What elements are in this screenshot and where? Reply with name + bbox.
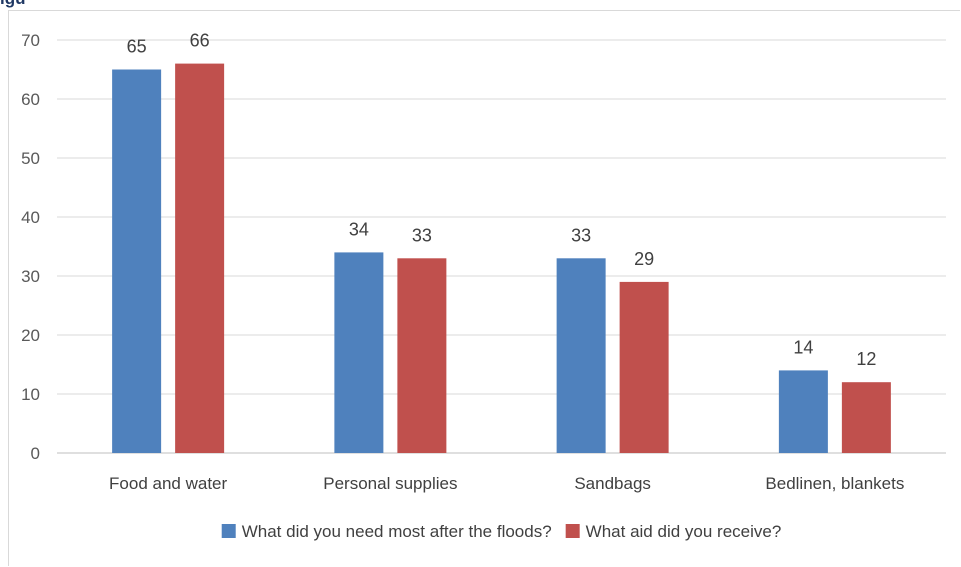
chart-frame [8, 10, 960, 566]
bars [112, 63, 891, 453]
bar-3-0 [778, 370, 828, 453]
data-label: 34 [349, 219, 369, 239]
bar-2-0 [556, 258, 606, 453]
bar-1-0 [334, 252, 384, 453]
legend-item-0: What did you need most after the floods? [221, 522, 552, 541]
bar-1-1 [397, 258, 447, 453]
y-tick-label: 50 [21, 149, 40, 168]
data-label: 65 [127, 37, 147, 57]
y-tick-label: 70 [21, 31, 40, 50]
legend-label: What did you need most after the floods? [242, 522, 552, 541]
data-label: 14 [793, 337, 813, 357]
legend-label: What aid did you receive? [586, 522, 782, 541]
figure-caption-fragment: igu [0, 0, 26, 9]
data-labels: 65 66 34 33 33 29 14 12 [127, 31, 877, 370]
x-category-label: Sandbags [574, 474, 651, 493]
data-label: 29 [634, 249, 654, 269]
y-tick-label: 0 [31, 444, 40, 463]
legend-swatch [565, 524, 580, 538]
x-category-label: Food and water [109, 474, 227, 493]
data-label: 66 [190, 31, 210, 51]
y-tick-label: 20 [21, 326, 40, 345]
y-tick-label: 10 [21, 385, 40, 404]
legend: What did you need most after the floods?… [221, 522, 782, 541]
x-axis: Food and water Personal supplies Sandbags B… [109, 474, 904, 493]
x-category-label: Personal supplies [323, 474, 457, 493]
y-tick-label: 40 [21, 208, 40, 227]
bar-2-1 [619, 281, 669, 453]
bar-0-0 [112, 69, 162, 453]
bar-3-1 [841, 382, 891, 453]
data-label: 12 [856, 349, 876, 369]
y-axis: 0 10 20 30 40 50 60 70 [21, 31, 40, 463]
bar-0-1 [175, 63, 225, 453]
x-category-label: Bedlinen, blankets [765, 474, 904, 493]
legend-swatch [221, 524, 236, 538]
legend-item-1: What aid did you receive? [565, 522, 782, 541]
data-label: 33 [412, 225, 432, 245]
y-tick-label: 30 [21, 267, 40, 286]
data-label: 33 [571, 225, 591, 245]
y-tick-label: 60 [21, 90, 40, 109]
